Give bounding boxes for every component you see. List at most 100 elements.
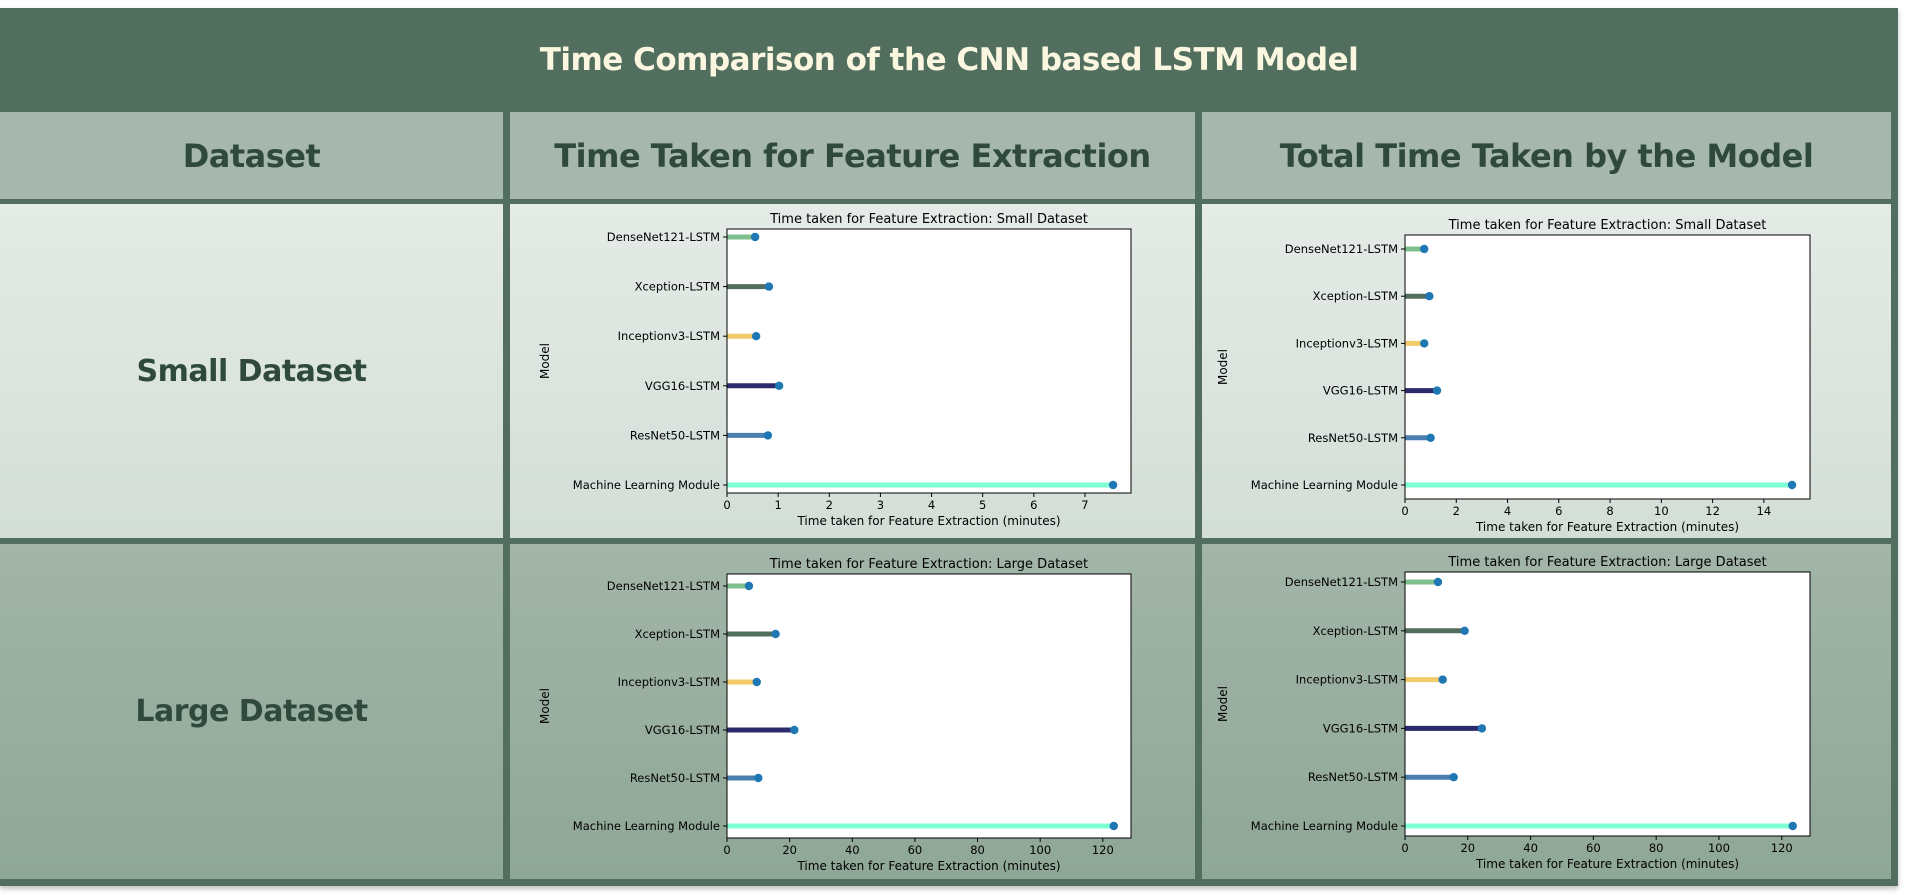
y-tick-label: Machine Learning Module — [1251, 819, 1398, 833]
x-tick-label: 80 — [1649, 841, 1664, 855]
x-axis-label: Time taken for Feature Extraction (minut… — [796, 859, 1060, 873]
x-tick-label: 60 — [908, 843, 923, 857]
x-tick-label: 4 — [1504, 504, 1511, 518]
y-tick-label: Inceptionv3-LSTM — [618, 675, 720, 689]
y-tick-label: Machine Learning Module — [573, 819, 720, 833]
header-feature-extraction: Time Taken for Feature Extraction — [510, 112, 1195, 199]
y-axis-label: Model — [1216, 349, 1230, 385]
y-tick-label: Xception-LSTM — [635, 627, 720, 641]
y-tick-label: Machine Learning Module — [573, 478, 720, 492]
x-axis-label: Time taken for Feature Extraction (minut… — [1475, 520, 1739, 534]
y-tick-label: Xception-LSTM — [635, 280, 720, 294]
x-tick-label: 80 — [970, 843, 985, 857]
data-point — [1109, 821, 1118, 831]
chart-cell-large-feature: Time taken for Feature Extraction: Large… — [510, 544, 1195, 879]
plot-frame — [726, 228, 1132, 494]
x-tick-label: 0 — [723, 498, 730, 512]
y-tick-label: Xception-LSTM — [1313, 289, 1398, 303]
header-dataset: Dataset — [0, 112, 503, 199]
page-title: Time Comparison of the CNN based LSTM Mo… — [539, 42, 1359, 78]
x-tick-label: 3 — [877, 498, 884, 512]
title-bar: Time Comparison of the CNN based LSTM Mo… — [0, 8, 1898, 112]
plot-frame — [1404, 571, 1811, 837]
data-point — [790, 725, 799, 735]
chart-cell-small-feature: Time taken for Feature Extraction: Small… — [510, 204, 1195, 538]
header-feature-extraction-label: Time Taken for Feature Extraction — [554, 136, 1151, 175]
x-tick-label: 14 — [1757, 504, 1772, 518]
y-tick-label: DenseNet121-LSTM — [1285, 242, 1398, 256]
data-point — [771, 629, 780, 639]
x-tick-label: 120 — [1771, 841, 1793, 855]
x-tick-label: 0 — [1401, 841, 1408, 855]
x-tick-label: 100 — [1029, 843, 1051, 857]
y-axis-label: Model — [538, 688, 552, 724]
chart-cell-large-total: Time taken for Feature Extraction: Large… — [1202, 544, 1891, 879]
data-point — [1425, 292, 1434, 301]
data-point — [1438, 675, 1447, 684]
y-tick-label: VGG16-LSTM — [1323, 721, 1398, 735]
y-tick-label: ResNet50-LSTM — [630, 428, 720, 442]
y-axis-label: Model — [538, 343, 552, 379]
data-point — [763, 431, 773, 440]
data-point — [754, 773, 763, 783]
x-tick-label: 4 — [928, 498, 935, 512]
data-point — [1460, 626, 1469, 635]
x-tick-label: 100 — [1708, 841, 1730, 855]
row-label-small-text: Small Dataset — [136, 353, 367, 389]
x-axis-label: Time taken for Feature Extraction (minut… — [1475, 857, 1739, 871]
x-axis-label: Time taken for Feature Extraction (minut… — [796, 514, 1060, 528]
x-tick-label: 20 — [782, 843, 797, 857]
row-label-large: Large Dataset — [0, 544, 503, 879]
data-point — [1432, 386, 1442, 395]
y-tick-label: DenseNet121-LSTM — [607, 579, 720, 593]
data-point — [1433, 577, 1443, 587]
y-tick-label: ResNet50-LSTM — [630, 771, 720, 785]
data-point — [1477, 724, 1487, 733]
header-total-time: Total Time Taken by the Model — [1202, 112, 1891, 199]
header-dataset-label: Dataset — [182, 136, 321, 175]
chart-large-feature: Time taken for Feature Extraction: Large… — [538, 557, 1132, 873]
data-point — [744, 581, 754, 591]
y-tick-label: ResNet50-LSTM — [1308, 431, 1398, 445]
chart-title: Time taken for Feature Extraction: Small… — [769, 212, 1088, 227]
x-tick-label: 12 — [1705, 504, 1720, 518]
header-total-time-label: Total Time Taken by the Model — [1279, 136, 1814, 175]
x-tick-label: 7 — [1081, 498, 1088, 512]
chart-small-feature: Time taken for Feature Extraction: Small… — [538, 212, 1132, 528]
y-tick-label: Xception-LSTM — [1313, 624, 1398, 638]
y-tick-label: Inceptionv3-LSTM — [618, 329, 720, 343]
data-point — [752, 677, 761, 687]
data-point — [1108, 480, 1118, 490]
y-tick-label: VGG16-LSTM — [645, 379, 720, 393]
data-point — [1788, 821, 1797, 831]
y-axis-label: Model — [1216, 686, 1230, 722]
plot-area — [727, 574, 1131, 838]
data-point — [774, 381, 784, 390]
plot-area — [1405, 235, 1810, 499]
x-tick-label: 6 — [1030, 498, 1037, 512]
x-tick-label: 2 — [1453, 504, 1460, 518]
y-tick-label: Inceptionv3-LSTM — [1296, 673, 1398, 687]
row-label-large-text: Large Dataset — [135, 694, 368, 729]
plot-area — [727, 229, 1131, 493]
data-point — [750, 232, 760, 242]
data-point — [1426, 433, 1435, 442]
y-tick-label: DenseNet121-LSTM — [1285, 575, 1398, 589]
x-tick-label: 10 — [1654, 504, 1669, 518]
x-tick-label: 0 — [1401, 504, 1408, 518]
chart-title: Time taken for Feature Extraction: Large… — [769, 557, 1088, 572]
data-point — [1420, 339, 1429, 348]
y-tick-label: VGG16-LSTM — [1323, 384, 1398, 398]
data-point — [1787, 480, 1797, 490]
y-tick-label: DenseNet121-LSTM — [607, 230, 720, 244]
chart-title: Time taken for Feature Extraction: Large… — [1447, 555, 1766, 570]
x-tick-label: 1 — [774, 498, 781, 512]
y-tick-label: Machine Learning Module — [1251, 478, 1398, 492]
y-tick-label: VGG16-LSTM — [645, 723, 720, 737]
plot-frame — [726, 573, 1132, 839]
plot-area — [1405, 572, 1810, 836]
x-tick-label: 2 — [826, 498, 833, 512]
chart-small-total: Time taken for Feature Extraction: Small… — [1216, 218, 1811, 534]
x-tick-label: 6 — [1555, 504, 1562, 518]
chart-title: Time taken for Feature Extraction: Small… — [1448, 218, 1767, 233]
